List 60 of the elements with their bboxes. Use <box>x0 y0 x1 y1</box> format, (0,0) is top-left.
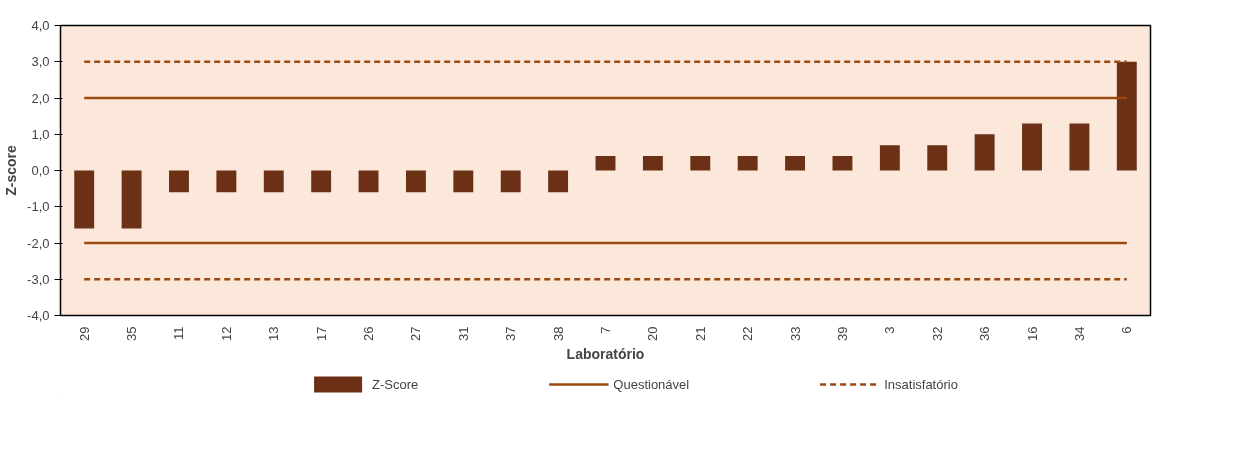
y-tick-label: -4,0 <box>27 308 50 323</box>
bar <box>405 170 426 193</box>
x-tick-label: 6 <box>1119 326 1135 334</box>
x-tick-label: 22 <box>740 326 756 341</box>
y-tick-label: 4,0 <box>31 18 50 33</box>
x-tick-label: 39 <box>834 326 850 341</box>
x-tick-label: 26 <box>361 326 377 341</box>
x-tick-label: 31 <box>455 326 471 341</box>
bar <box>1022 123 1042 171</box>
x-tick-label: 20 <box>645 326 661 341</box>
x-tick-label: 29 <box>76 326 92 341</box>
legend-label: Z-Score <box>372 376 419 392</box>
bar <box>500 170 521 193</box>
bar <box>737 156 758 171</box>
x-tick-label: 21 <box>692 326 708 341</box>
x-tick-label: 36 <box>977 326 993 341</box>
legend-label: Insatisfatório <box>884 376 958 392</box>
x-tick-label: 12 <box>218 326 234 341</box>
x-tick-label: 34 <box>1071 326 1087 341</box>
bar <box>642 156 663 171</box>
bar <box>169 170 189 193</box>
x-tick-label: 38 <box>550 326 566 341</box>
y-tick-label: 3,0 <box>31 54 50 70</box>
y-tick-label: -3,0 <box>27 271 50 287</box>
bar <box>879 145 900 171</box>
bar <box>927 145 948 171</box>
bar <box>1069 123 1090 171</box>
x-tick-label: 33 <box>787 326 803 341</box>
x-tick-label: 3 <box>882 326 898 334</box>
bar <box>453 170 474 193</box>
y-tick-label: 0,0 <box>31 163 50 178</box>
x-tick-label: 37 <box>503 326 519 341</box>
bar <box>974 134 995 171</box>
bar <box>832 156 853 171</box>
x-tick-label: 32 <box>929 326 945 341</box>
x-tick-label: 17 <box>313 326 329 341</box>
bar <box>358 170 379 193</box>
x-tick-label: 16 <box>1024 326 1040 341</box>
x-axis-title: Laboratório <box>566 345 645 362</box>
y-tick-label: 2,0 <box>31 90 50 106</box>
bar <box>785 156 806 171</box>
x-tick-label: 35 <box>124 326 140 341</box>
y-tick-label: -2,0 <box>27 235 50 251</box>
bar <box>690 156 711 171</box>
y-tick-label: -1,0 <box>27 199 50 215</box>
x-tick-label: 11 <box>171 326 187 340</box>
y-axis-title: Z-score <box>3 145 20 196</box>
bar <box>595 156 616 171</box>
bar <box>216 170 237 193</box>
bar <box>311 170 332 193</box>
x-tick-label: 27 <box>408 326 424 341</box>
x-tick-label: 13 <box>266 326 282 341</box>
bar <box>121 170 142 229</box>
bar <box>74 170 95 229</box>
bar <box>263 170 284 193</box>
x-tick-label: 7 <box>598 326 613 334</box>
legend-label: Questionável <box>613 376 690 392</box>
bar <box>1116 61 1137 171</box>
bar <box>548 170 569 193</box>
y-tick-label: 1,0 <box>31 126 50 142</box>
